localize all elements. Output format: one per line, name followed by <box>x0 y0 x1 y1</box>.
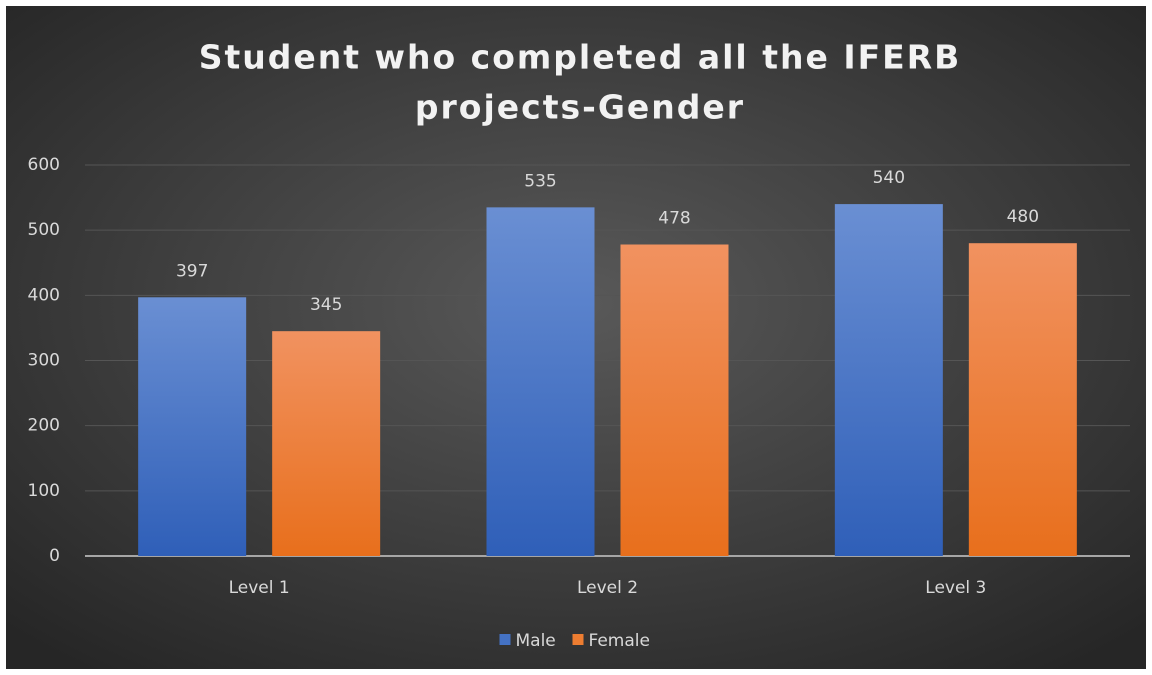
data-label: 478 <box>658 209 690 229</box>
y-tick-label: 300 <box>28 351 60 371</box>
x-tick-label: Level 2 <box>577 578 638 598</box>
y-tick-label: 400 <box>28 285 60 305</box>
y-tick-label: 0 <box>49 546 60 566</box>
chart-title: Student who completed all the IFERB <box>199 38 962 77</box>
data-label: 540 <box>873 168 905 188</box>
bar <box>834 204 943 556</box>
data-label: 345 <box>310 295 342 315</box>
bar <box>620 244 729 556</box>
bar <box>968 243 1077 556</box>
y-tick-label: 100 <box>28 481 60 501</box>
bar <box>272 331 381 556</box>
bar <box>486 207 595 556</box>
y-tick-label: 500 <box>28 220 60 240</box>
data-label: 535 <box>524 171 556 191</box>
bar <box>138 297 247 556</box>
legend-swatch <box>572 634 584 645</box>
x-tick-label: Level 1 <box>229 578 290 598</box>
data-label: 480 <box>1007 207 1039 227</box>
y-tick-label: 600 <box>28 155 60 175</box>
legend-label: Female <box>589 631 650 651</box>
legend-swatch <box>499 634 511 645</box>
x-tick-label: Level 3 <box>925 578 986 598</box>
chart-title: projects-Gender <box>415 88 745 127</box>
y-tick-label: 200 <box>28 416 60 436</box>
legend-label: Male <box>516 631 556 651</box>
data-label: 397 <box>176 261 208 281</box>
